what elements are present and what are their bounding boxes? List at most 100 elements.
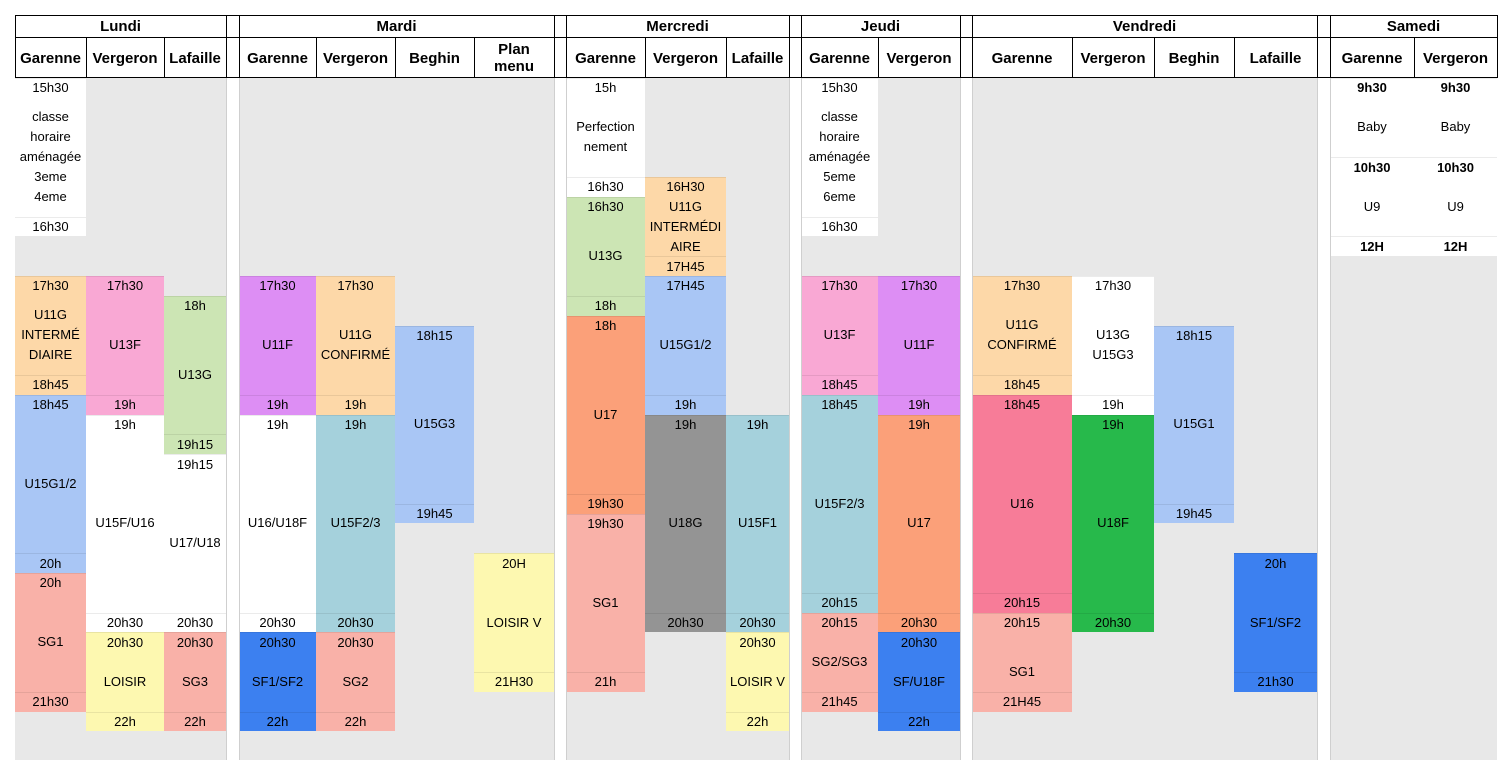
schedule-cell: 19h30 — [566, 493, 645, 514]
grid-line — [1497, 15, 1498, 78]
grid-line — [395, 37, 396, 78]
column-header-vergeron: Vergeron — [652, 49, 719, 67]
schedule-cell: U17/U18 — [164, 474, 226, 613]
column-header-lafaille: Lafaille — [731, 49, 784, 67]
schedule-cell: 21h30 — [1234, 672, 1317, 692]
schedule-cell: 19h — [86, 394, 164, 415]
grid-line — [1330, 15, 1331, 78]
schedule-cell: 19h — [1072, 414, 1154, 435]
schedule-cell: 20h30 — [239, 632, 316, 653]
grid-line — [15, 15, 1498, 16]
schedule-cell: 20H — [474, 553, 554, 573]
schedule-cell: 18h — [566, 295, 645, 316]
column-header-garenne: Garenne — [20, 49, 81, 67]
schedule-cell: Perfection nement — [566, 97, 645, 177]
schedule-cell: 16h30 — [566, 196, 645, 217]
schedule-cell: U15F2/3 — [316, 434, 395, 613]
schedule-cell: Baby — [1330, 97, 1414, 158]
schedule-cell: 20h — [1234, 553, 1317, 573]
schedule-cell: 18h15 — [395, 325, 474, 346]
schedule-cell: 12H — [1414, 236, 1497, 257]
schedule-cell: 20h30 — [239, 612, 316, 633]
schedule-cell: LOISIR — [86, 652, 164, 712]
schedule-cell: 9h30 — [1414, 78, 1497, 98]
schedule-cell: 20h30 — [1072, 612, 1154, 633]
column-header-beghin: Beghin — [409, 49, 460, 67]
schedule-cell: U15G1 — [1154, 345, 1234, 504]
schedule-cell: 17h30 — [878, 276, 960, 296]
schedule-cell: 19h15 — [164, 434, 226, 455]
schedule-cell: 20h30 — [86, 612, 164, 633]
schedule-cell: U13F — [801, 295, 878, 375]
schedule-cell: SF/U18F — [878, 652, 960, 712]
schedule-cell: 22h — [316, 711, 395, 732]
column-header-vergeron: Vergeron — [1080, 49, 1146, 67]
schedule-cell: 20h — [15, 573, 86, 593]
grid-line — [239, 15, 240, 78]
schedule-cell: 22h — [164, 711, 226, 732]
day-header-lundi: Lundi — [100, 17, 141, 35]
schedule-cell: 17h30 — [972, 276, 1072, 296]
grid-line — [226, 15, 227, 78]
schedule-cell: U18F — [1072, 434, 1154, 613]
column-header-vergeron: Vergeron — [92, 49, 158, 67]
schedule-cell: U13G — [164, 315, 226, 435]
schedule-cell: U15F1 — [726, 434, 789, 613]
schedule-cell: SG2/SG3 — [801, 632, 878, 692]
schedule-cell: U9 — [1414, 177, 1497, 237]
schedule-cell: 20h30 — [878, 612, 960, 633]
grid-line — [1154, 37, 1155, 78]
schedule-cell: 19h — [645, 414, 726, 435]
schedule-cell: 22h — [726, 711, 789, 732]
schedule-cell: SG2 — [316, 652, 395, 712]
schedule-cell: U15G1/2 — [645, 295, 726, 395]
schedule-cell: SF1/SF2 — [1234, 573, 1317, 672]
schedule-cell: 19h — [86, 414, 164, 435]
schedule-cell: U15F2/3 — [801, 414, 878, 593]
schedule-cell: 19h — [726, 414, 789, 435]
grid-line — [239, 78, 240, 760]
grid-line — [960, 15, 961, 78]
schedule-cell: 10h30 — [1330, 157, 1414, 177]
schedule-cell: 20h15 — [801, 612, 878, 633]
schedule-cell: 19h — [316, 414, 395, 435]
schedule-cell: 18h45 — [801, 394, 878, 415]
day-header-jeudi: Jeudi — [860, 17, 901, 35]
schedule-cell: 16h30 — [801, 216, 878, 237]
column-header-plan-menu: Plan menu — [493, 41, 534, 75]
schedule-cell: 20h30 — [316, 632, 395, 653]
column-header-beghin: Beghin — [1168, 49, 1220, 67]
schedule-cell: 18h45 — [801, 375, 878, 395]
column-header-lafaille: Lafaille — [169, 49, 221, 67]
grid-line — [164, 37, 165, 78]
grid-line — [972, 15, 973, 78]
column-header-garenne: Garenne — [575, 49, 636, 67]
grid-line — [566, 78, 567, 760]
schedule-cell: 17h30 — [15, 276, 86, 296]
schedule-cell: 20h15 — [972, 612, 1072, 633]
column-header-vergeron: Vergeron — [1422, 49, 1489, 67]
schedule-cell: LOISIR V — [474, 573, 554, 672]
day-header-samedi: Samedi — [1386, 17, 1441, 35]
grid-line — [1317, 78, 1318, 760]
schedule-cell: U11F — [878, 295, 960, 395]
schedule-cell: U16 — [972, 414, 1072, 593]
schedule-cell: U17 — [566, 335, 645, 494]
schedule-cell: 18h45 — [15, 375, 86, 395]
day-header-vendredi: Vendredi — [1112, 17, 1177, 35]
grid-line — [726, 37, 727, 78]
column-header-garenne: Garenne — [991, 49, 1053, 67]
schedule-cell: 20h — [15, 553, 86, 573]
grid-line — [878, 37, 879, 78]
schedule-cell: 22h — [239, 711, 316, 732]
grid-line — [1234, 37, 1235, 78]
grid-line — [316, 37, 317, 78]
schedule-cell: 19h — [645, 394, 726, 415]
schedule-cell: 17h30 — [1072, 276, 1154, 296]
schedule-cell: 19h45 — [1154, 503, 1234, 524]
schedule-cell: 20h15 — [801, 592, 878, 613]
grid-line — [15, 37, 1498, 38]
schedule-cell: 18h45 — [15, 394, 86, 415]
schedule-cell: 17h30 — [239, 276, 316, 296]
grid-line — [474, 37, 475, 78]
